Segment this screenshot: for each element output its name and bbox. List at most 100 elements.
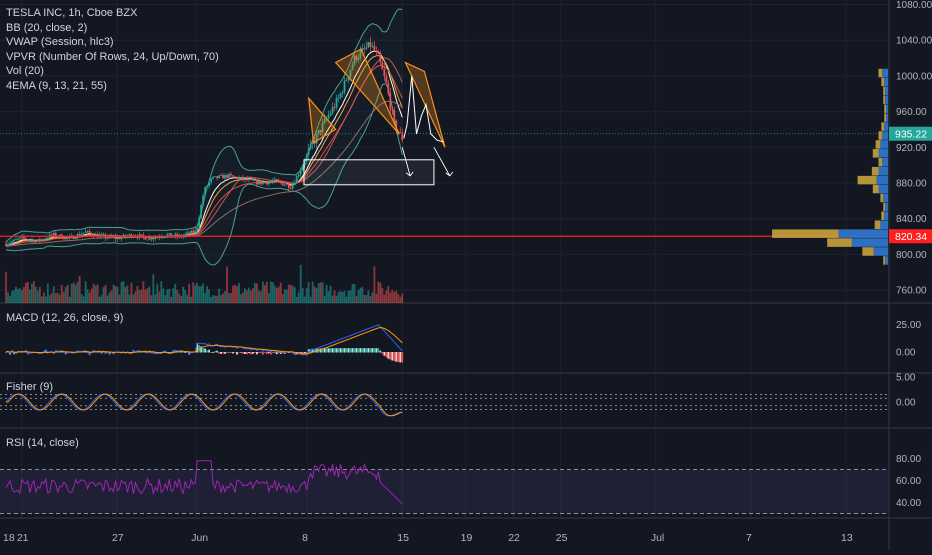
vpvr-down-bar	[878, 158, 883, 167]
triangle-pattern	[307, 96, 337, 144]
current-price-label-bg	[889, 126, 932, 141]
candle-body	[19, 237, 21, 239]
volume-bar	[327, 291, 330, 303]
candle-body	[317, 130, 320, 135]
candle-body	[118, 237, 121, 240]
bb-upper-line	[5, 8, 403, 243]
volume-bar	[323, 296, 326, 303]
candle-body	[220, 175, 222, 176]
projection-arrow	[401, 147, 411, 176]
volume-bar	[305, 288, 308, 303]
candle-body	[385, 75, 388, 83]
candle-body	[88, 230, 91, 234]
macd-histogram-bar	[240, 352, 242, 353]
candle-body	[74, 238, 77, 239]
volume-bar	[112, 284, 115, 303]
volume-bar	[92, 283, 95, 303]
candle-body	[112, 236, 115, 238]
legend-vwap[interactable]: VWAP (Session, hlc3)	[6, 36, 114, 48]
volume-bar	[226, 266, 228, 303]
volume-bar	[86, 289, 89, 303]
candle-body	[198, 217, 201, 228]
vpvr-down-bar	[872, 184, 879, 194]
candle-body	[44, 238, 47, 240]
volume-bar	[15, 286, 17, 303]
volume-bar	[36, 290, 39, 303]
macd-histogram-bar	[267, 352, 270, 354]
macd-histogram-bar	[250, 352, 252, 355]
candle-body	[343, 80, 346, 93]
fisher-tick-label: 0.00	[896, 398, 916, 409]
volume-bar	[138, 290, 141, 303]
macd-histogram-bar	[361, 348, 364, 353]
fisher-line	[5, 393, 403, 417]
volume-bar	[313, 286, 316, 303]
legend-ema[interactable]: 4EMA (9, 13, 21, 55)	[6, 79, 107, 92]
time-axis-label: Jun	[191, 532, 208, 544]
volume-bar	[84, 281, 87, 303]
volume-bar	[46, 283, 49, 303]
volume-bar	[373, 266, 376, 303]
volume-bar	[106, 295, 109, 303]
candle-body	[333, 107, 336, 108]
macd-histogram-bar	[212, 352, 214, 353]
candle-body	[102, 234, 105, 236]
volume-bar	[126, 285, 129, 303]
macd-histogram-bar	[347, 348, 350, 353]
candle-body	[257, 181, 260, 185]
volume-bar	[295, 296, 298, 303]
volume-bar	[224, 291, 226, 303]
macd-histogram-bar	[182, 351, 185, 353]
projection-arrowhead	[405, 171, 414, 177]
candle-body	[321, 122, 324, 133]
macd-histogram-bar	[335, 348, 338, 353]
candle-body	[367, 42, 370, 48]
candle-body	[166, 234, 169, 237]
volume-bar	[375, 294, 378, 303]
candle-body	[158, 236, 161, 238]
legend-vpvr[interactable]: VPVR (Number Of Rows, 24, Up/Down, 70)	[6, 50, 219, 63]
macd-histogram-bar	[343, 348, 346, 353]
macd-histogram-bar	[305, 352, 308, 355]
candle-body	[228, 174, 230, 178]
symbol-title[interactable]: TESLA INC, 1h, Cboe BZX	[6, 7, 138, 19]
macd-histogram-bar	[395, 352, 398, 362]
legend-bb[interactable]: BB (20, close, 2)	[6, 21, 88, 34]
volume-bar	[176, 290, 179, 303]
volume-bar	[385, 290, 388, 303]
macd-histogram-bar	[252, 352, 254, 354]
macd-histogram-bar	[329, 348, 332, 353]
candle-body	[86, 230, 89, 232]
volume-bar	[248, 287, 250, 303]
macd-histogram-bar	[238, 352, 240, 353]
candle-body	[297, 174, 300, 177]
macd-histogram-bar	[367, 348, 370, 353]
fisher-label[interactable]: Fisher (9)	[6, 381, 54, 393]
volume-bar	[194, 285, 197, 303]
candle-body	[295, 176, 298, 183]
candle-body	[30, 239, 33, 241]
macd-histogram-bar	[355, 348, 358, 353]
projection-arrowhead	[445, 171, 454, 177]
candle-body	[222, 175, 224, 179]
candle-body	[114, 236, 117, 240]
volume-bar	[34, 286, 37, 303]
candle-body	[27, 239, 29, 241]
candle-body	[90, 233, 93, 236]
vpvr-down-bar	[883, 256, 886, 265]
candle-body	[168, 233, 171, 235]
volume-bar	[252, 288, 254, 303]
volume-bar	[172, 288, 175, 303]
rsi-label[interactable]: RSI (14, close)	[6, 437, 79, 449]
legend-vol[interactable]: Vol (20)	[6, 65, 44, 77]
projection-sketch	[403, 75, 444, 143]
macd-label[interactable]: MACD (12, 26, close, 9)	[6, 312, 124, 324]
volume-bar	[44, 296, 47, 303]
vpvr-down-bar	[881, 122, 885, 131]
volume-bar	[232, 285, 234, 303]
triangle-pattern	[404, 61, 446, 148]
volume-bar	[297, 292, 300, 303]
candle-body	[58, 234, 61, 237]
macd-histogram-bar	[379, 350, 382, 353]
